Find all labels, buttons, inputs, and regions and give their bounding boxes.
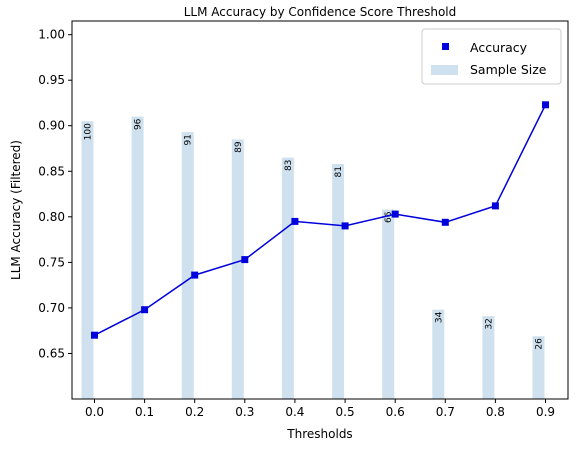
- accuracy-point: [391, 210, 399, 218]
- sample-size-bar-label: 26: [535, 338, 545, 350]
- y-tick-label: 0.70: [38, 301, 65, 315]
- y-tick-label: 0.80: [38, 210, 65, 224]
- accuracy-point: [491, 202, 499, 210]
- y-axis-label: LLM Accuracy (Filtered): [9, 140, 23, 280]
- x-tick-label: 0.6: [386, 405, 405, 419]
- sample-size-bar: [181, 132, 194, 399]
- x-tick-label: 0.4: [285, 405, 304, 419]
- sample-size-bar: [231, 139, 244, 399]
- sample-size-bar: [81, 121, 94, 399]
- sample-size-bar: [482, 316, 495, 399]
- y-axis: 0.65 0.70 0.75 0.80 0.85 0.90 0.95 1.00: [38, 28, 72, 361]
- x-axis-label: Thresholds: [286, 427, 352, 441]
- sample-size-bar-label: 81: [334, 166, 344, 177]
- x-tick-label: 0.8: [486, 405, 505, 419]
- sample-size-bar-labels: 100 96 91 89 83 81 66 34 32 26: [84, 118, 545, 349]
- y-tick-label: 0.75: [38, 255, 65, 269]
- x-axis: 0.0 0.1 0.2 0.3 0.4 0.5 0.6 0.7 0.8 0.9: [85, 399, 555, 419]
- sample-size-bars: [81, 116, 545, 399]
- legend-sample-size-swatch: [431, 65, 458, 75]
- y-tick-label: 0.85: [38, 164, 65, 178]
- sample-size-bar-label: 34: [434, 311, 444, 323]
- y-tick-label: 0.95: [38, 73, 65, 87]
- plot-area: 100 96 91 89 83 81 66 34 32 26: [71, 20, 569, 400]
- sample-size-bar-label: 66: [384, 211, 394, 223]
- sample-size-bar-label: 91: [184, 134, 194, 145]
- accuracy-point: [441, 218, 449, 226]
- y-tick-label: 1.00: [38, 28, 65, 42]
- legend-sample-size-label: Sample Size: [470, 62, 547, 77]
- accuracy-line: [94, 104, 547, 336]
- accuracy-point: [191, 271, 199, 279]
- sample-size-bar: [131, 116, 144, 399]
- sample-size-bar-label: 100: [84, 123, 94, 140]
- accuracy-point: [141, 306, 149, 314]
- sample-size-bar-label: 89: [234, 141, 244, 153]
- accuracy-series: [91, 101, 549, 339]
- plot-frame: [71, 20, 569, 400]
- y-tick-label: 0.65: [38, 347, 65, 361]
- sample-size-bar: [432, 309, 445, 399]
- sample-size-bar-label: 96: [134, 118, 144, 130]
- sample-size-bar-label: 32: [484, 318, 494, 329]
- x-tick-label: 0.0: [85, 405, 104, 419]
- x-tick-label: 0.3: [235, 405, 254, 419]
- chart-title: LLM Accuracy by Confidence Score Thresho…: [184, 5, 457, 19]
- x-tick-label: 0.2: [185, 405, 204, 419]
- sample-size-bar-label: 83: [284, 160, 294, 171]
- sample-size-bar: [382, 209, 395, 399]
- accuracy-point: [341, 222, 349, 230]
- accuracy-point: [291, 217, 299, 225]
- accuracy-point: [91, 331, 98, 339]
- legend: Accuracy Sample Size: [421, 28, 562, 85]
- x-tick-label: 0.1: [135, 405, 154, 419]
- accuracy-point: [542, 101, 549, 109]
- sample-size-bar: [332, 164, 345, 399]
- x-tick-label: 0.9: [536, 405, 555, 419]
- legend-accuracy-label: Accuracy: [470, 40, 528, 55]
- x-tick-label: 0.7: [436, 405, 455, 419]
- accuracy-point: [241, 256, 249, 264]
- y-tick-label: 0.90: [38, 119, 65, 133]
- sample-size-bar: [281, 157, 294, 399]
- legend-accuracy-marker: [442, 43, 449, 50]
- x-tick-label: 0.5: [336, 405, 355, 419]
- sample-size-bar: [532, 336, 545, 399]
